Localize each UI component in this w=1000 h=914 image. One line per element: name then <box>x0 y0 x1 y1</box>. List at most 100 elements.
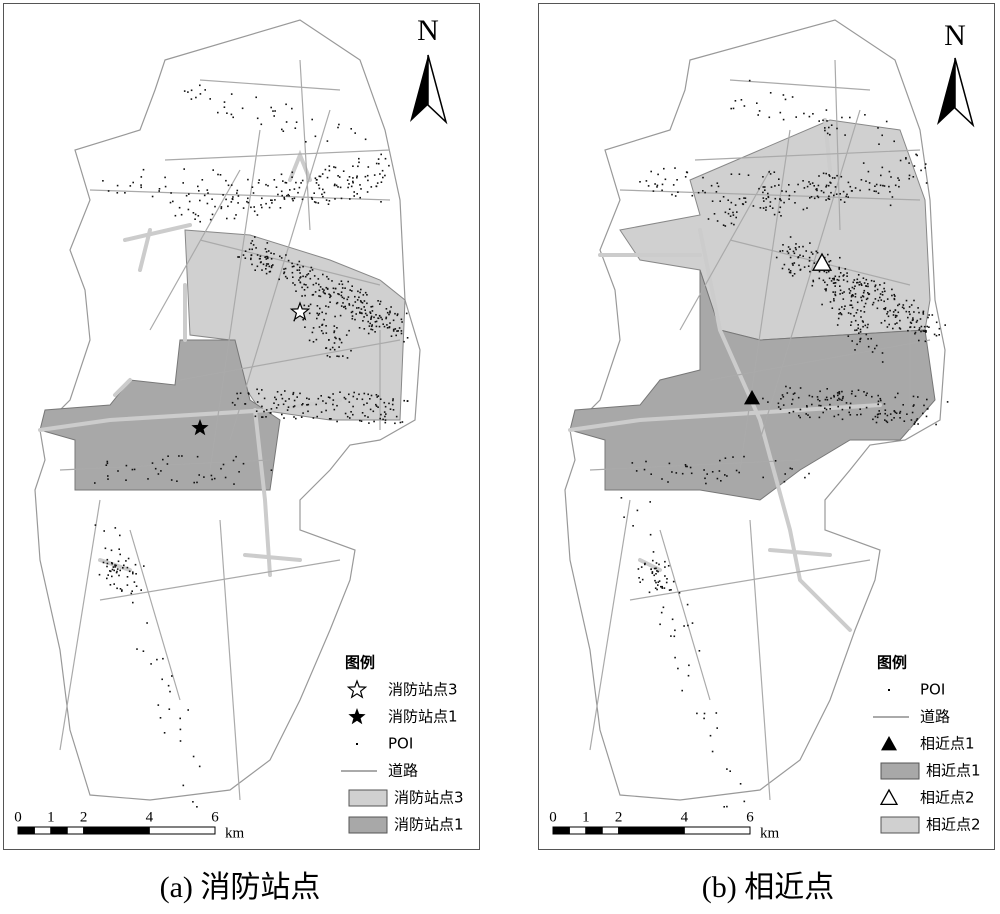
poi-dot <box>854 349 856 351</box>
poi-dot <box>293 188 296 190</box>
poi-dot <box>707 218 710 220</box>
poi-dot <box>256 117 259 120</box>
poi-dot <box>348 393 350 396</box>
poi-dot <box>891 288 893 291</box>
poi-dot <box>690 472 693 475</box>
poi-dot <box>330 295 332 297</box>
poi-dot <box>849 116 851 119</box>
poi-dot <box>915 153 917 156</box>
poi-dot <box>187 91 189 93</box>
poi-dot <box>345 334 348 336</box>
poi-dot <box>653 567 656 570</box>
poi-dot <box>927 316 929 319</box>
poi-dot <box>303 304 306 307</box>
poi-dot <box>874 289 876 292</box>
poi-dot <box>854 395 857 397</box>
poi-dot <box>337 126 339 129</box>
poi-dot <box>705 482 707 485</box>
map-a <box>34 19 421 801</box>
legend-symbol <box>346 679 368 699</box>
poi-dot <box>291 198 294 200</box>
poi-dot <box>832 291 834 293</box>
poi-dot <box>664 560 666 563</box>
poi-dot <box>380 201 382 203</box>
poi-dot <box>926 398 928 401</box>
poi-dot <box>188 200 191 203</box>
poi-dot <box>866 297 869 300</box>
poi-dot <box>385 308 388 310</box>
poi-dot <box>886 313 888 315</box>
poi-dot <box>836 399 839 401</box>
poi-dot <box>769 205 771 207</box>
poi-dot <box>353 195 355 197</box>
poi-dot <box>710 184 713 187</box>
poi-dot <box>911 319 914 322</box>
poi-dot <box>661 183 664 186</box>
poi-dot <box>833 277 835 280</box>
poi-dot <box>378 315 381 317</box>
poi-dot <box>220 207 223 210</box>
poi-dot <box>223 106 226 108</box>
poi-dot <box>284 400 287 402</box>
poi-dot <box>352 413 354 416</box>
poi-dot <box>383 401 386 404</box>
poi-dot <box>778 178 780 180</box>
poi-dot <box>313 201 316 203</box>
poi-dot <box>299 281 302 284</box>
poi-dot <box>334 315 336 318</box>
poi-dot <box>865 333 868 336</box>
poi-dot <box>841 408 844 411</box>
poi-dot <box>838 313 840 315</box>
poi-dot <box>888 170 891 173</box>
poi-dot <box>371 328 374 331</box>
north-arrow <box>937 57 975 128</box>
poi-dot <box>917 423 919 425</box>
poi-dot <box>281 413 283 416</box>
poi-dot <box>302 412 304 414</box>
poi-dot <box>871 303 874 306</box>
poi-dot <box>724 474 726 476</box>
poi-dot <box>265 202 267 205</box>
poi-dot <box>286 277 288 280</box>
poi-dot <box>834 285 836 287</box>
poi-dot <box>657 173 659 176</box>
poi-dot <box>291 107 293 110</box>
poi-dot <box>237 397 239 400</box>
poi-dot <box>370 315 373 318</box>
poi-dot <box>323 289 325 291</box>
poi-dot <box>674 195 677 197</box>
poi-dot <box>867 293 870 296</box>
poi-dot <box>348 176 351 178</box>
poi-dot <box>338 337 341 340</box>
poi-dot <box>336 301 339 304</box>
poi-dot <box>899 319 901 322</box>
poi-dot <box>905 310 908 313</box>
poi-dot <box>835 193 838 195</box>
poi-dot <box>880 399 882 402</box>
poi-dot <box>239 392 242 394</box>
poi-dot <box>352 165 354 167</box>
poi-dot <box>838 393 841 395</box>
poi-dot <box>265 263 268 265</box>
poi-dot <box>842 190 845 193</box>
poi-dot <box>651 571 654 573</box>
poi-dot <box>789 387 791 389</box>
poi-dot <box>880 299 883 301</box>
poi-dot <box>279 207 282 209</box>
poi-dot <box>793 262 796 264</box>
poi-dot <box>236 392 238 395</box>
poi-dot <box>686 603 689 606</box>
poi-dot <box>729 770 731 772</box>
poi-dot <box>294 127 297 129</box>
poi-dot <box>261 206 263 209</box>
poi-dot <box>126 584 129 586</box>
poi-dot <box>825 396 828 399</box>
poi-dot <box>113 569 115 572</box>
poi-dot <box>812 279 814 282</box>
poi-dot <box>111 568 114 571</box>
poi-dot <box>260 204 262 206</box>
poi-dot <box>833 282 836 284</box>
poi-dot <box>307 403 310 406</box>
poi-dot <box>652 190 655 192</box>
poi-dot <box>384 415 386 418</box>
